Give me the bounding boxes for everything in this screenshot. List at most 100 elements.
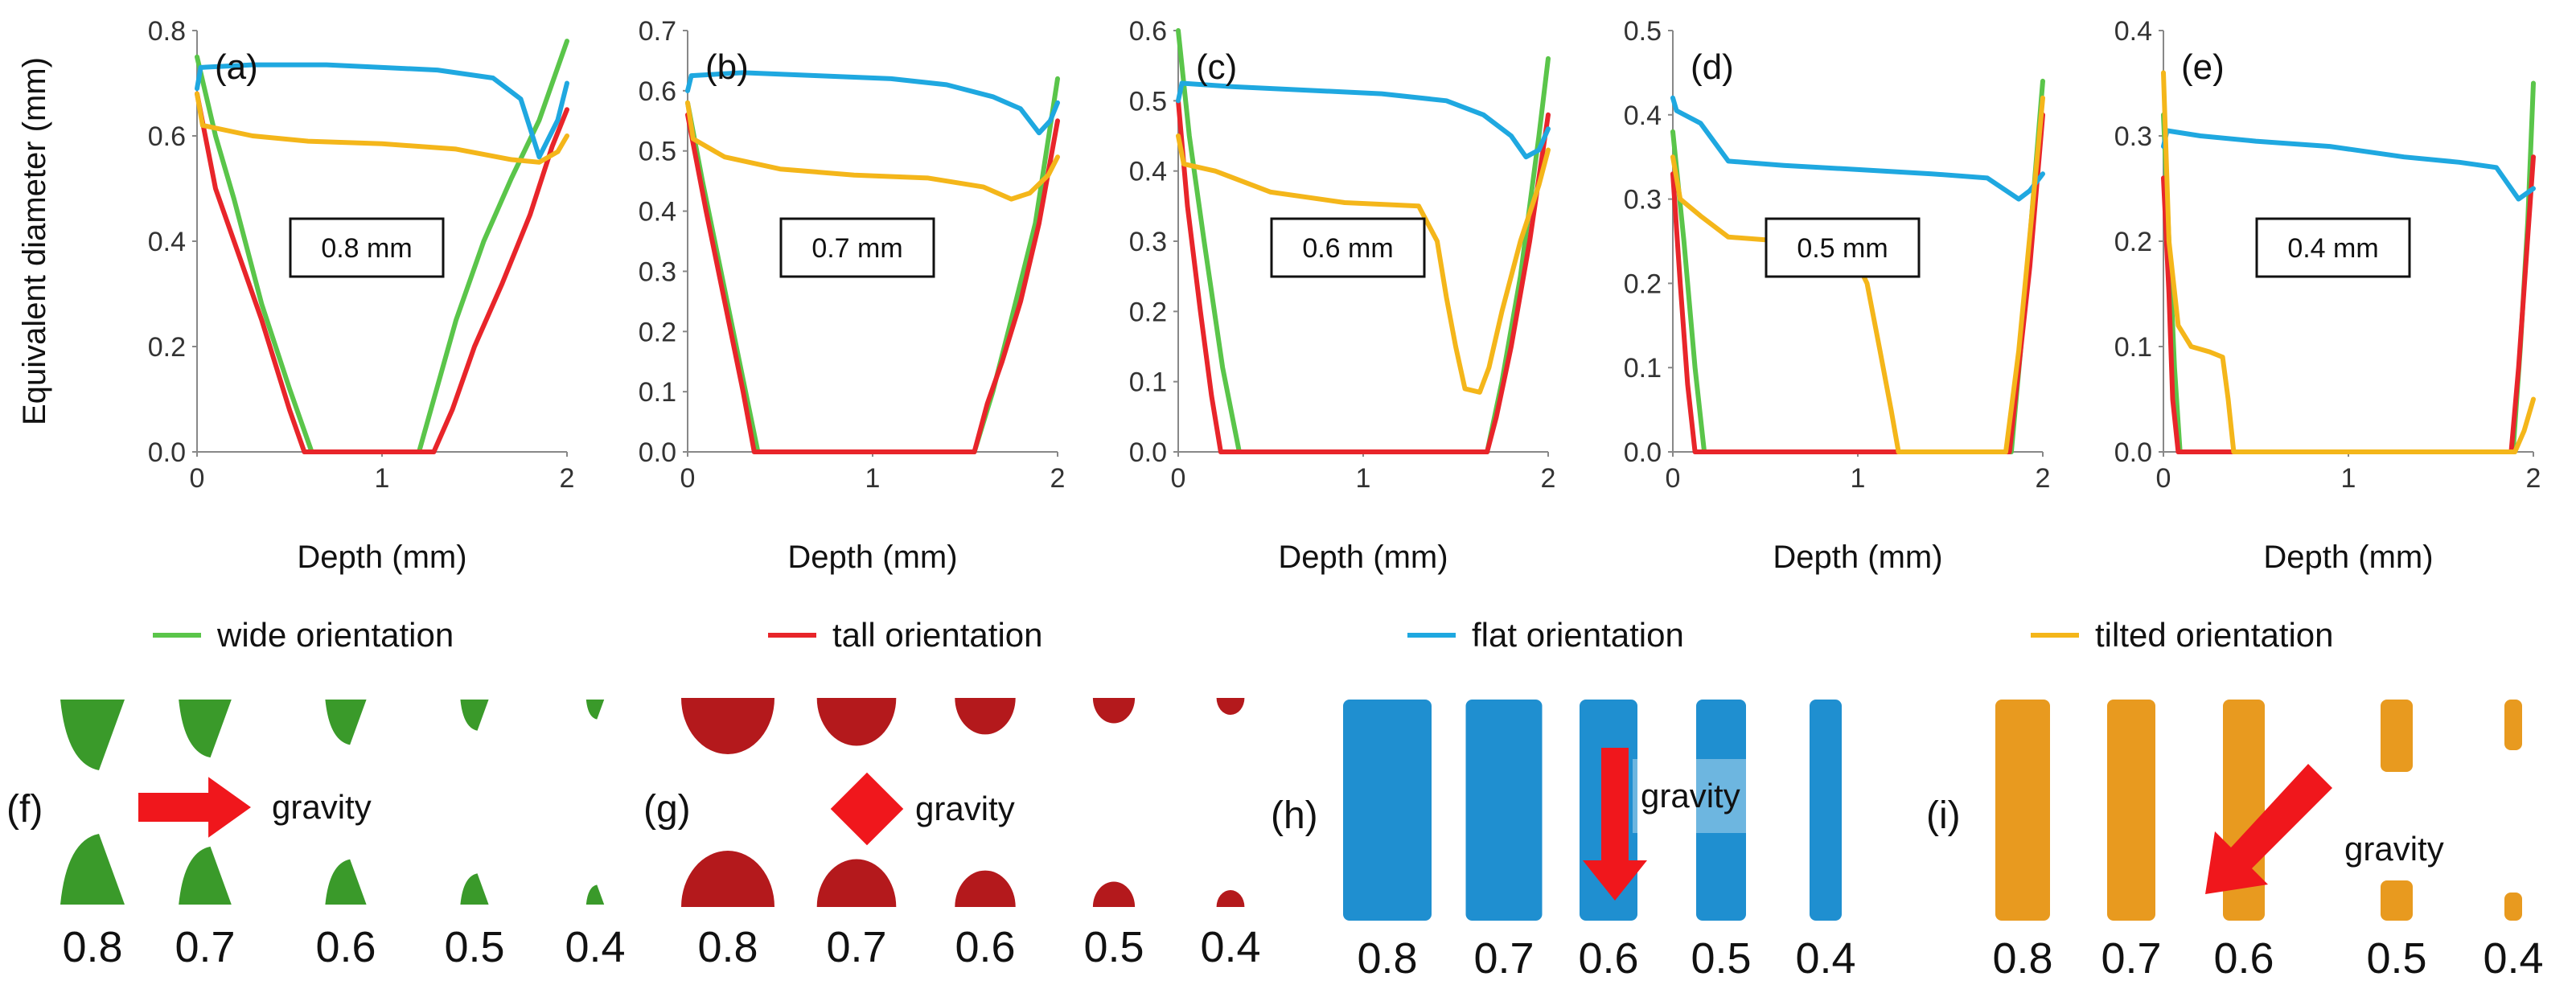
print-shape [2504, 700, 2522, 750]
size-box [779, 217, 935, 278]
print-shape [681, 851, 774, 907]
print-shape [179, 700, 232, 758]
print-shape [325, 859, 367, 905]
series-line-tilted [1670, 95, 2045, 454]
size-box-label: 0.4 mm [2287, 233, 2378, 264]
series-line-tall [1176, 98, 1551, 454]
panel-g: (g) gravity 0.8 0.7 0.6 0.5 0.4 [643, 698, 1261, 971]
y-axis-label: Equivalent diameter (mm) [17, 57, 52, 425]
x-tick-label: 1 [1356, 463, 1371, 494]
size-label: 0.8 [1357, 934, 1417, 983]
print-shape [1092, 698, 1136, 724]
print-shape [585, 700, 605, 720]
size-label: 0.7 [826, 923, 886, 971]
print-shape [1696, 700, 1746, 921]
x-tick-label: 1 [865, 463, 881, 494]
size-label: 0.7 [1473, 934, 1534, 983]
y-tick-label: 0.2 [1624, 269, 1662, 299]
panel-i: (i) gravity 0.8 0.7 0.6 0.5 0.4 [1926, 700, 2544, 983]
y-tick-label: 0.0 [1624, 437, 1662, 468]
x-axis-label: Depth (mm) [1773, 540, 1942, 575]
size-label: 0.8 [697, 923, 758, 971]
gravity-label: gravity [2344, 830, 2444, 868]
size-box [2255, 217, 2411, 278]
print-shape [1216, 698, 1245, 715]
gravity-label: gravity [915, 790, 1015, 827]
size-box-label: 0.5 mm [1797, 233, 1888, 264]
panel-f: (f) gravity 0.8 0.7 0.6 0.5 0.4 [6, 700, 626, 971]
print-shape [60, 834, 125, 905]
x-tick-label: 2 [1541, 463, 1556, 494]
print-shape [460, 873, 489, 905]
size-label: 0.4 [565, 923, 625, 971]
panel-label: (h) [1271, 794, 1318, 837]
x-tick-label: 2 [560, 463, 575, 494]
legend-label: wide orientation [216, 616, 454, 654]
y-tick-label: 0.0 [639, 437, 676, 468]
series-line-flat [195, 62, 569, 160]
print-shape [816, 698, 897, 746]
print-shape [60, 700, 125, 770]
legend-label: tall orientation [832, 616, 1043, 654]
size-label: 0.4 [1795, 934, 1855, 983]
y-tick-label: 0.1 [2114, 332, 2152, 363]
series-line-tilted [2161, 70, 2536, 454]
y-tick-label: 0.3 [1624, 185, 1662, 215]
size-label: 0.8 [1992, 934, 2052, 983]
legend-label: flat orientation [1472, 616, 1684, 654]
legend-item-tall: tall orientation [768, 616, 1043, 654]
print-shape [1343, 700, 1432, 921]
x-tick-label: 1 [1851, 463, 1866, 494]
print-shape [460, 700, 489, 731]
size-label: 0.6 [1578, 934, 1638, 983]
panel-label: (c) [1196, 47, 1237, 87]
y-tick-label: 0.4 [148, 227, 186, 257]
panel-label: (f) [6, 788, 43, 831]
x-tick-label: 0 [1666, 463, 1681, 494]
size-label: 0.5 [444, 923, 504, 971]
series-line-flat [1176, 80, 1551, 160]
x-tick-label: 0 [2156, 463, 2171, 494]
print-shape [325, 700, 367, 745]
print-shape [2504, 893, 2522, 921]
y-tick-label: 0.4 [1624, 101, 1662, 131]
y-tick-label: 0.4 [639, 197, 676, 228]
panel-label: (e) [2181, 47, 2225, 87]
y-tick-label: 0.5 [1129, 86, 1167, 117]
chart-e: 0.0 0.1 0.2 0.3 0.4 0 1 2 Depth (mm) (e) 0.4 mm [2114, 16, 2541, 575]
size-label: 0.8 [62, 923, 122, 971]
y-tick-label: 0.2 [639, 317, 676, 347]
y-tick-label: 0.4 [1129, 157, 1167, 187]
series-line-tilted [1176, 133, 1551, 395]
y-tick-label: 0.6 [148, 121, 186, 152]
y-tick-label: 0.1 [639, 377, 676, 408]
y-tick-label: 0.2 [148, 332, 186, 363]
gravity-label: gravity [272, 788, 372, 826]
size-box-label: 0.7 mm [811, 233, 902, 264]
print-shape [1995, 700, 2050, 921]
print-shape [955, 698, 1016, 735]
size-box [289, 217, 445, 278]
legend: wide orientation tall orientation flat ori… [153, 616, 2334, 654]
panel-h: (h) gravity 0.8 0.7 0.6 0.5 0.4 [1271, 700, 1856, 983]
series-line-tall [195, 91, 569, 454]
gravity-arrow-icon [2205, 764, 2332, 894]
series-line-tilted [195, 91, 569, 165]
size-label: 0.6 [2213, 934, 2274, 983]
x-tick-label: 1 [2341, 463, 2356, 494]
size-label: 0.7 [2101, 934, 2161, 983]
legend-item-flat: flat orientation [1407, 616, 1684, 654]
print-shape [816, 859, 897, 907]
size-box-label: 0.6 mm [1302, 233, 1393, 264]
size-box-label: 0.8 mm [321, 233, 412, 264]
print-shape [955, 870, 1016, 907]
size-label: 0.5 [1083, 923, 1144, 971]
series-line-flat [1670, 95, 2045, 202]
y-tick-label: 0.5 [639, 137, 676, 167]
x-axis-label: Depth (mm) [1278, 540, 1448, 575]
y-tick-label: 0.3 [639, 256, 676, 287]
x-tick-label: 2 [2526, 463, 2541, 494]
y-tick-label: 0.0 [1129, 437, 1167, 468]
gravity-arrow-icon [830, 772, 904, 846]
panel-label: (d) [1691, 47, 1734, 87]
